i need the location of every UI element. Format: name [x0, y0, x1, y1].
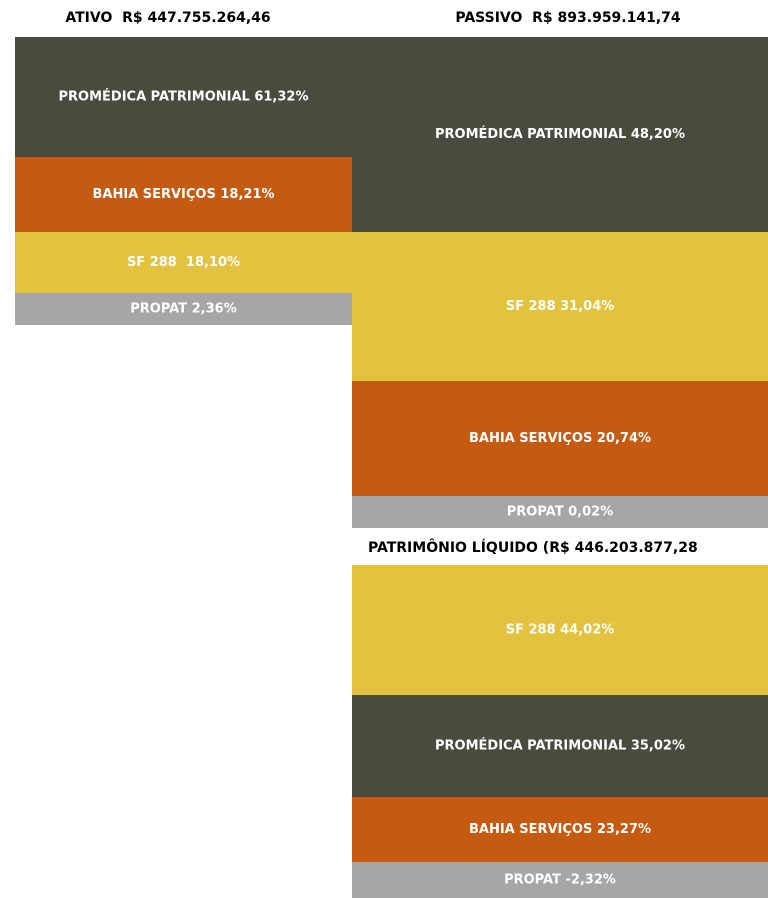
block-label: PROMÉDICA PATRIMONIAL 61,32%: [59, 89, 309, 105]
block-label: SF 288 18,10%: [127, 255, 240, 270]
block: [352, 496, 768, 528]
block: [15, 232, 352, 293]
block-label: BAHIA SERVIÇOS 23,27%: [469, 822, 651, 837]
block-label: PROMÉDICA PATRIMONIAL 48,20%: [435, 126, 685, 142]
block-label: SF 288 44,02%: [506, 623, 615, 638]
column-title: ATIVO R$ 447.755.264,46: [65, 10, 270, 26]
block: [352, 381, 768, 496]
block: [15, 293, 352, 325]
block: [352, 797, 768, 862]
block: [352, 862, 768, 898]
block-label: PROPAT 0,02%: [507, 505, 613, 520]
block: [352, 565, 768, 695]
column-title: PASSIVO R$ 893.959.141,74: [455, 10, 681, 26]
block: [15, 37, 352, 157]
block: [352, 37, 768, 232]
block: [352, 695, 768, 797]
block-label: PROPAT -2,32%: [504, 873, 616, 888]
block-label: PROMÉDICA PATRIMONIAL 35,02%: [435, 738, 685, 754]
block-label: PROPAT 2,36%: [130, 302, 236, 317]
block-label: BAHIA SERVIÇOS 20,74%: [469, 431, 651, 446]
block-label: BAHIA SERVIÇOS 18,21%: [92, 187, 274, 202]
block-label: SF 288 31,04%: [506, 299, 615, 314]
block: [352, 232, 768, 381]
column-title: PATRIMÔNIO LÍQUIDO (R$ 446.203.877,28: [368, 538, 698, 556]
block: [15, 157, 352, 232]
